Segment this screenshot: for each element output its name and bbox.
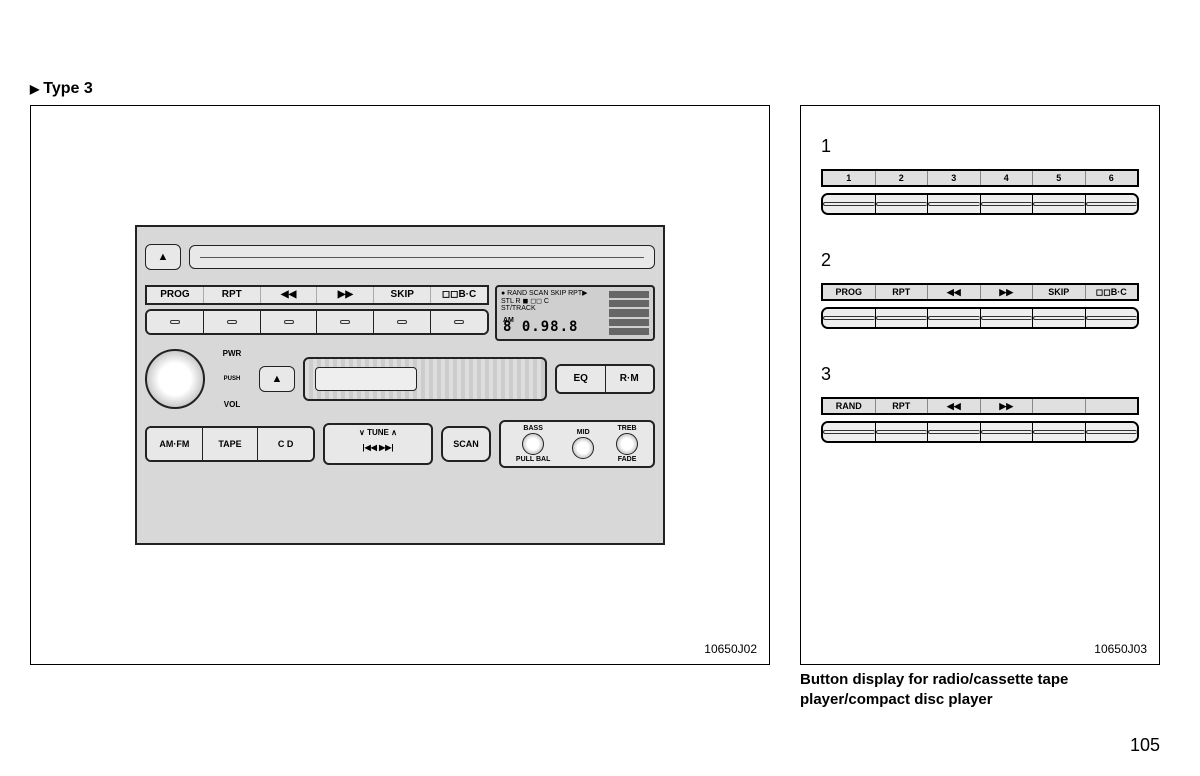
s3-btn-6[interactable] [1086, 423, 1138, 441]
bass-knob[interactable] [522, 433, 544, 455]
lbl-prog: PROG [147, 287, 204, 303]
s1-btn-4[interactable] [981, 195, 1034, 213]
s3-lbl-rand: RAND [823, 399, 876, 413]
section-heading: Type 3 [30, 80, 93, 98]
tape-eject-button[interactable]: ▲ [259, 366, 295, 392]
s2-btn-rpt[interactable] [876, 309, 929, 327]
volume-knob[interactable] [145, 349, 205, 409]
bc-button[interactable] [431, 311, 487, 333]
treb-label: TREB [616, 425, 638, 432]
s1-lbl-4: 4 [981, 171, 1034, 185]
s3-lbl-5 [1033, 399, 1086, 413]
lcd-display: ● RAND SCAN SKIP RPT▶ STL R ◼ ◻◻ C ST/TR… [495, 285, 655, 341]
s2-lbl-bc: ◻◻B·C [1086, 285, 1138, 299]
figure-code-right: 10650J03 [1094, 642, 1147, 656]
prog-label-strip: PROG RPT ◀◀ ▶▶ SKIP ◻◻B·C [145, 285, 489, 305]
mid-label: MID [572, 429, 594, 436]
fade-label: FADE [616, 456, 638, 463]
bass-label: BASS [516, 425, 550, 432]
radio-unit: ▲ PROG RPT ◀◀ ▶▶ SKIP ◻◻B·C [135, 225, 665, 545]
amfm-button[interactable]: AM·FM [147, 428, 203, 460]
pwr-vol-label: PWR PUSH VOL [213, 349, 251, 409]
lbl-rpt: RPT [204, 287, 261, 303]
tone-controls: BASS PULL BAL MID TREB FADE [499, 420, 655, 468]
s2-lbl-prog: PROG [823, 285, 876, 299]
tape-button[interactable]: TAPE [203, 428, 259, 460]
lbl-rew: ◀◀ [261, 287, 318, 303]
s2-btn-skip[interactable] [1033, 309, 1086, 327]
set-number-1: 1 [821, 136, 1139, 157]
s1-lbl-6: 6 [1086, 171, 1138, 185]
s1-btn-1[interactable] [823, 195, 876, 213]
s2-lbl-rpt: RPT [876, 285, 929, 299]
rm-button[interactable]: R·M [606, 366, 654, 392]
s1-btn-2[interactable] [876, 195, 929, 213]
lbl-bc: ◻◻B·C [431, 287, 487, 303]
figure-right: 1 1 2 3 4 5 6 2 PROG RPT [800, 105, 1160, 665]
s2-btn-rew[interactable] [928, 309, 981, 327]
treb-knob[interactable] [616, 433, 638, 455]
button-set-1: 1 1 2 3 4 5 6 [821, 136, 1139, 215]
tune-button[interactable]: ∨ TUNE ∧ |◀◀ ▶▶| [323, 423, 433, 465]
s3-btn-ff[interactable] [981, 423, 1034, 441]
s2-lbl-rew: ◀◀ [928, 285, 981, 299]
s3-btn-rand[interactable] [823, 423, 876, 441]
s1-btn-5[interactable] [1033, 195, 1086, 213]
button-set-3: 3 RAND RPT ◀◀ ▶▶ [821, 364, 1139, 443]
s2-btn-ff[interactable] [981, 309, 1034, 327]
s1-lbl-2: 2 [876, 171, 929, 185]
cd-eject-button[interactable]: ▲ [145, 244, 181, 270]
figure-left: ▲ PROG RPT ◀◀ ▶▶ SKIP ◻◻B·C [30, 105, 770, 665]
s1-btn-6[interactable] [1086, 195, 1138, 213]
figure-code-left: 10650J02 [704, 642, 757, 656]
cassette-slot[interactable] [303, 357, 547, 401]
scan-button[interactable]: SCAN [441, 426, 491, 462]
mid-knob[interactable] [572, 437, 594, 459]
set-number-2: 2 [821, 250, 1139, 271]
page-number: 105 [1130, 735, 1160, 756]
s2-btn-prog[interactable] [823, 309, 876, 327]
cd-slot[interactable] [189, 245, 655, 269]
s3-lbl-6 [1086, 399, 1138, 413]
s3-btn-5[interactable] [1033, 423, 1086, 441]
lbl-skip: SKIP [374, 287, 431, 303]
s2-lbl-ff: ▶▶ [981, 285, 1034, 299]
lbl-ff: ▶▶ [317, 287, 374, 303]
s3-lbl-rpt: RPT [876, 399, 929, 413]
bal-label: PULL BAL [516, 456, 550, 463]
s1-lbl-5: 5 [1033, 171, 1086, 185]
s2-lbl-skip: SKIP [1033, 285, 1086, 299]
rpt-button[interactable] [204, 311, 261, 333]
s1-lbl-1: 1 [823, 171, 876, 185]
prog-button-row [145, 309, 489, 335]
eq-button[interactable]: EQ [557, 366, 606, 392]
prog-button[interactable] [147, 311, 204, 333]
rew-button[interactable] [261, 311, 318, 333]
ff-button[interactable] [317, 311, 374, 333]
s1-lbl-3: 3 [928, 171, 981, 185]
button-set-2: 2 PROG RPT ◀◀ ▶▶ SKIP ◻◻B·C [821, 250, 1139, 329]
s2-btn-bc[interactable] [1086, 309, 1138, 327]
s1-btn-3[interactable] [928, 195, 981, 213]
figure-caption: Button display for radio/cassette tape p… [800, 670, 1160, 709]
cd-button[interactable]: C D [258, 428, 313, 460]
s3-lbl-ff: ▶▶ [981, 399, 1034, 413]
s3-btn-rpt[interactable] [876, 423, 929, 441]
s3-lbl-rew: ◀◀ [928, 399, 981, 413]
set-number-3: 3 [821, 364, 1139, 385]
lcd-digits: 8 0.98.8 [503, 320, 578, 335]
s3-btn-rew[interactable] [928, 423, 981, 441]
skip-button[interactable] [374, 311, 431, 333]
